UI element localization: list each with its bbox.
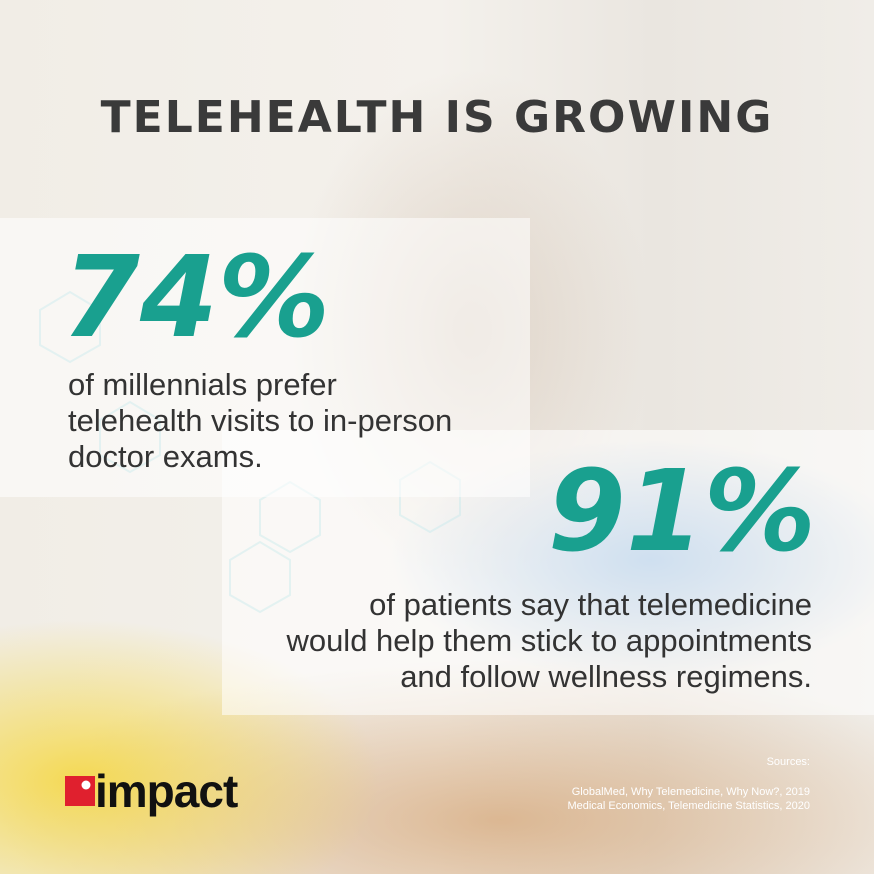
logo-text: impact — [95, 765, 238, 817]
source: Medical Economics, Telemedicine Statisti… — [567, 800, 810, 812]
text-line: telehealth visits to in-person — [68, 403, 453, 438]
stat-panel — [222, 430, 874, 715]
stat-description: of patients say that telemedicine would … — [286, 587, 812, 695]
title: TELEHEALTH IS GROWING — [100, 92, 774, 143]
text-line: of patients say that telemedicine — [369, 587, 812, 622]
stat-value: 74% — [62, 233, 331, 363]
text-line: and follow wellness regimens. — [400, 659, 812, 694]
sources-label: Sources: — [766, 756, 810, 768]
stat-description: of millennials prefer telehealth visits … — [68, 367, 452, 475]
logo-mark — [65, 776, 95, 806]
sources-list: GlobalMed, Why Telemedicine, Why Now?, 2… — [567, 785, 810, 813]
text-line: doctor exams. — [68, 439, 263, 474]
logo: impact — [65, 764, 238, 818]
stat-value: 91% — [547, 447, 816, 577]
source: GlobalMed, Why Telemedicine, Why Now?, 2… — [571, 786, 810, 798]
text-line: of millennials prefer — [68, 367, 337, 402]
text-line: would help them stick to appointments — [286, 623, 812, 658]
